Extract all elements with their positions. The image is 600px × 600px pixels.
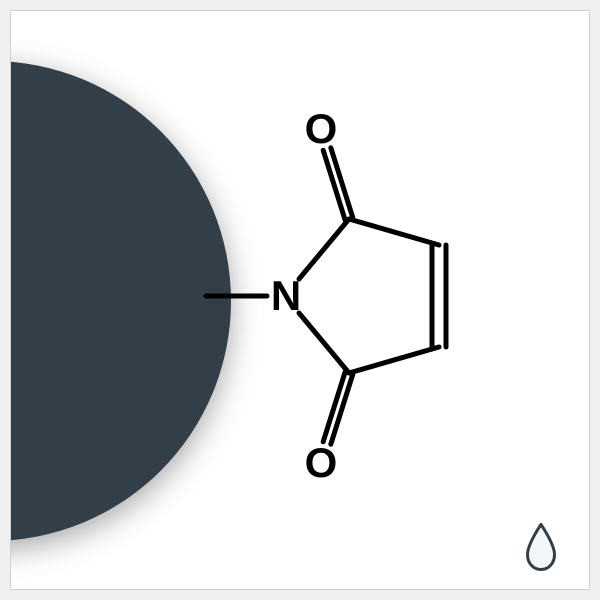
atom-label-O2: O [305, 439, 338, 487]
atom-label-O1: O [305, 105, 338, 153]
atom-label-N: N [271, 272, 301, 320]
product-card: N O O [10, 10, 590, 590]
water-drop-icon [523, 523, 559, 571]
